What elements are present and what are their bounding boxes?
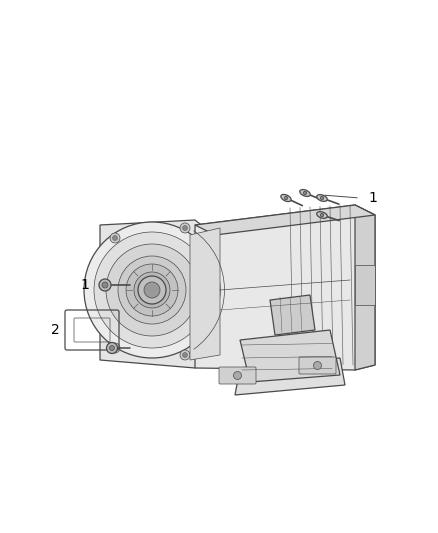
Ellipse shape [317,195,327,201]
Circle shape [138,276,166,304]
Circle shape [113,236,117,240]
Circle shape [118,256,186,324]
Polygon shape [100,220,210,368]
Polygon shape [240,330,340,382]
Ellipse shape [317,212,327,219]
Circle shape [126,264,178,316]
Circle shape [183,352,187,358]
Circle shape [142,280,162,300]
Text: 1: 1 [81,278,89,292]
Circle shape [180,223,190,233]
Polygon shape [355,265,375,305]
Ellipse shape [281,195,291,201]
Text: 2: 2 [51,323,60,337]
Polygon shape [270,295,315,335]
Polygon shape [235,358,345,395]
FancyBboxPatch shape [219,367,256,384]
Circle shape [84,222,220,358]
Polygon shape [195,205,375,370]
Circle shape [233,372,241,379]
Circle shape [144,282,160,298]
Circle shape [110,345,114,351]
Circle shape [314,361,321,369]
Circle shape [106,244,198,336]
Circle shape [110,233,120,243]
Circle shape [102,282,108,288]
Circle shape [99,279,111,291]
Text: 1: 1 [368,191,377,205]
Polygon shape [190,228,220,360]
FancyBboxPatch shape [299,357,336,374]
Circle shape [304,191,307,195]
Circle shape [106,343,117,353]
Circle shape [110,343,120,353]
Circle shape [94,232,210,348]
Circle shape [320,196,324,200]
Circle shape [113,345,117,351]
Polygon shape [195,205,375,235]
Ellipse shape [300,190,310,197]
Circle shape [183,225,187,230]
Circle shape [320,213,324,217]
Circle shape [284,196,288,200]
Polygon shape [355,205,375,370]
Circle shape [180,350,190,360]
Circle shape [134,272,170,308]
